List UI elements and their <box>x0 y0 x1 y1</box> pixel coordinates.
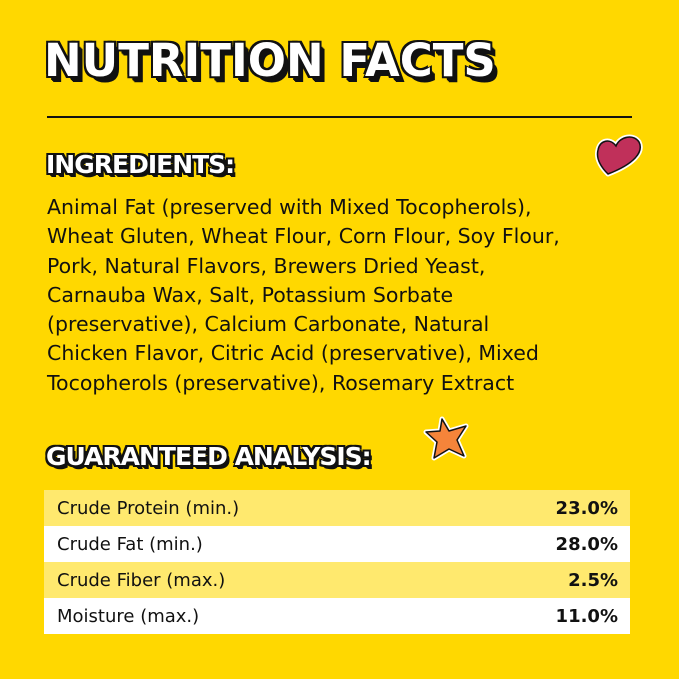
ingredients-line: Carnauba Wax, Salt, Potassium Sorbate <box>47 282 454 307</box>
nutrient-value: 2.5% <box>568 569 618 591</box>
nutrient-value: 23.0% <box>555 497 618 519</box>
nutrient-value: 11.0% <box>555 605 618 627</box>
ingredients-line: Animal Fat (preserved with Mixed Tocophe… <box>47 195 532 219</box>
ingredients-line: (preservative), Calcium Carbonate, Natur… <box>47 312 490 337</box>
table-row: Crude Fiber (max.) 2.5% <box>44 562 630 598</box>
page-title: NUTRITION FACTS <box>44 34 496 87</box>
ingredients-line: Tocopherols (preservative), Rosemary Ext… <box>47 370 515 395</box>
nutrient-label: Crude Fiber (max.) <box>57 569 226 591</box>
nutrient-label: Crude Fat (min.) <box>57 533 203 555</box>
table-row: Crude Fat (min.) 28.0% <box>44 526 630 562</box>
ingredients-heading: INGREDIENTS: <box>46 150 235 179</box>
divider <box>47 116 632 118</box>
table-row: Crude Protein (min.) 23.0% <box>44 490 630 526</box>
nutrient-value: 28.0% <box>555 533 618 555</box>
nutrient-label: Crude Protein (min.) <box>57 497 240 519</box>
heart-icon <box>595 134 643 177</box>
ingredients-line: Pork, Natural Flavors, Brewers Dried Yea… <box>47 253 486 278</box>
analysis-table: Crude Protein (min.) 23.0% Crude Fat (mi… <box>44 490 630 634</box>
analysis-heading: GUARANTEED ANALYSIS: <box>46 442 372 471</box>
ingredients-line: Wheat Gluten, Wheat Flour, Corn Flour, S… <box>47 224 560 249</box>
star-icon <box>423 416 469 461</box>
ingredients-list: Animal Fat (preserved with Mixed Tocophe… <box>47 193 560 398</box>
ingredients-line: Chicken Flavor, Citric Acid (preservativ… <box>47 341 539 366</box>
table-row: Moisture (max.) 11.0% <box>44 598 630 634</box>
nutrient-label: Moisture (max.) <box>57 605 200 627</box>
